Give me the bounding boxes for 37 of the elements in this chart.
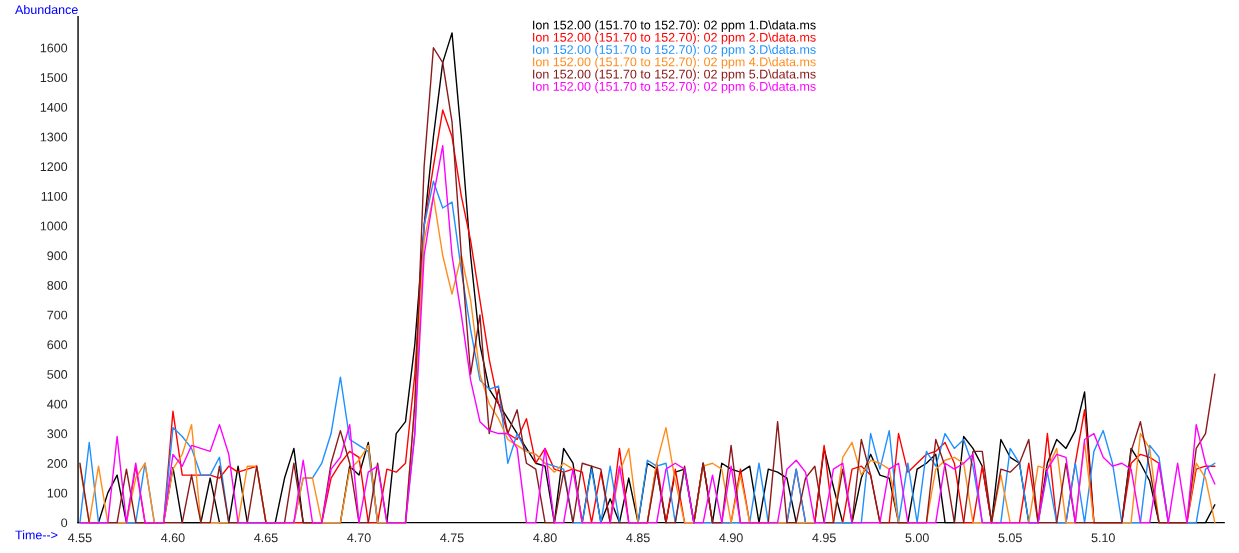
y-tick-label: 100: [47, 488, 68, 498]
y-tick-label: 900: [47, 251, 68, 261]
x-tick-label: 5.10: [1091, 533, 1115, 543]
text: Ion 152.00 (151.70 to 152.70): 02 ppm 3.D\data.ms: [533, 44, 816, 57]
y-tick-label: 1600: [40, 43, 68, 53]
y-tick-label: 1000: [40, 221, 68, 231]
y-tick-label: 1400: [40, 102, 68, 112]
y-tick-label: 1100: [41, 191, 68, 201]
x-tick-label: 4.60: [161, 533, 185, 543]
y-tick-label: 1500: [40, 73, 68, 83]
x-tick-label: 4.80: [533, 533, 557, 543]
x-tick-label: 5.00: [905, 533, 929, 543]
text: Ion 152.00 (151.70 to 152.70): 02 ppm 1.D\data.ms: [533, 20, 816, 32]
text: Ion 152.00 (151.70 to 152.70): 02 ppm 4.D\data.ms: [533, 57, 816, 69]
x-tick-label: 4.55: [68, 533, 92, 543]
x-tick-label: 4.75: [440, 533, 464, 543]
y-tick-label: 200: [47, 459, 68, 468]
text: Ion 152.00 (151.70 to 152.70): 02 ppm 6.D\data.ms: [533, 81, 816, 94]
y-tick-label: 600: [47, 340, 68, 350]
x-tick-label: 4.70: [347, 533, 371, 543]
x-tick-label: 4.95: [812, 533, 836, 543]
text: Ion 152.00 (151.70 to 152.70): 02 ppm 2.D\data.ms: [533, 32, 816, 45]
text: Ion 152.00 (151.70 to 152.70): 02 ppm 5.D\data.ms: [533, 69, 816, 82]
y-tick-label: 1200: [40, 162, 68, 172]
y-tick-label: 0: [61, 518, 68, 528]
y-tick-label: 700: [47, 310, 68, 320]
y-axis-title: Abundance: [15, 4, 78, 15]
x-tick-label: 4.85: [626, 533, 650, 543]
y-tick-label: 500: [47, 370, 68, 379]
y-tick-label: 1300: [40, 132, 68, 142]
x-tick-label: 5.05: [998, 533, 1022, 543]
y-tick-label: 800: [47, 280, 68, 290]
x-tick-label: 4.65: [254, 533, 278, 543]
x-axis-title: Time-->: [15, 530, 58, 540]
x-tick-label: 4.90: [719, 533, 743, 543]
y-tick-label: 400: [47, 399, 68, 409]
y-tick-label: 300: [47, 429, 68, 439]
